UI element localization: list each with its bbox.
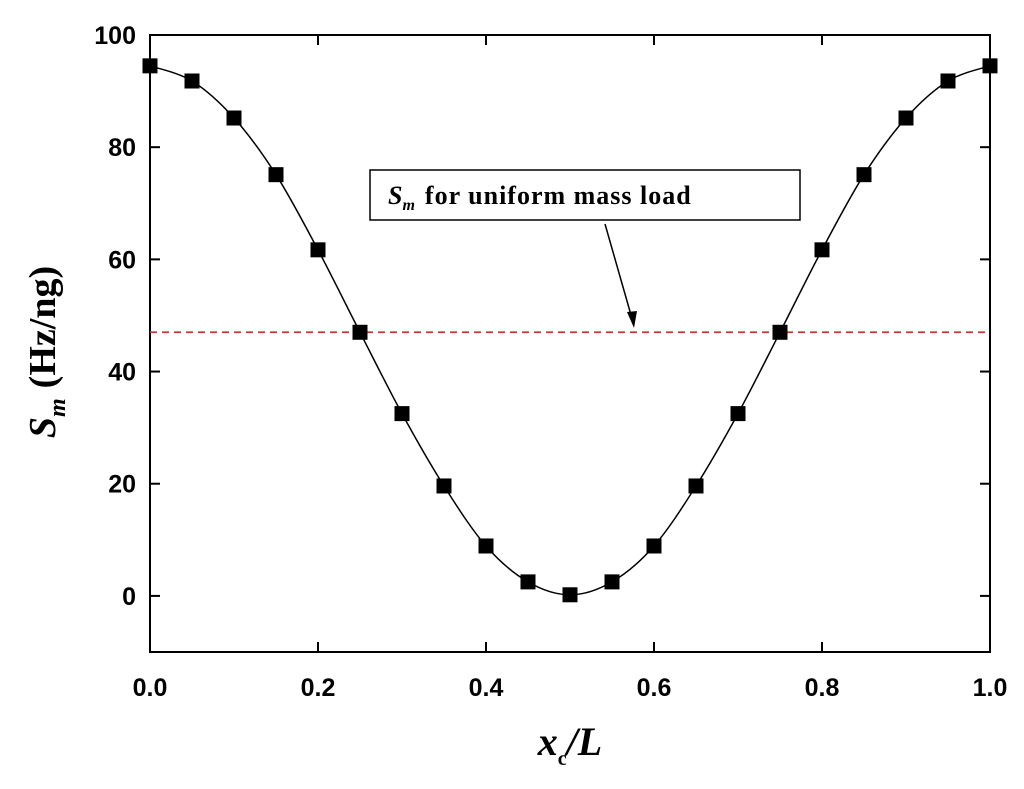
annotation-box <box>369 169 801 221</box>
data-point <box>688 478 704 494</box>
data-point <box>814 242 830 258</box>
data-line <box>149 65 991 596</box>
x-tick-label: 0.6 <box>637 674 672 702</box>
y-subscript: m <box>45 398 71 417</box>
data-point <box>562 587 578 603</box>
data-point <box>436 478 452 494</box>
data-point <box>226 110 242 126</box>
x-tick-label: 0.0 <box>133 674 168 702</box>
data-point <box>478 538 494 554</box>
data-point <box>856 167 872 183</box>
annotation-subscript: m <box>402 197 414 214</box>
data-point <box>898 110 914 126</box>
annotation-text: for uniform mass load <box>425 181 692 210</box>
annotation-symbol: S <box>388 181 402 210</box>
y-axis-title: Sm (Hz/ng) <box>22 266 71 438</box>
y-tick-label: 0 <box>122 583 136 611</box>
data-point <box>940 73 956 89</box>
y-tick-label: 60 <box>108 246 136 274</box>
x-symbol: x <box>537 719 558 764</box>
data-point <box>184 73 200 89</box>
y-tick-label: 80 <box>108 134 136 162</box>
data-point <box>772 324 788 340</box>
y-symbol: S <box>22 417 64 438</box>
annotation: Sm for uniform mass load <box>388 181 692 214</box>
y-tick-label: 40 <box>108 359 136 387</box>
data-point <box>520 574 536 590</box>
x-tick-label: 1.0 <box>973 674 1008 702</box>
x-subscript: c <box>558 748 567 770</box>
data-point <box>730 406 746 422</box>
plot-frame <box>149 34 991 653</box>
x-tick-label: 0.4 <box>469 674 504 702</box>
annotation-arrow <box>604 223 634 323</box>
data-point <box>142 58 158 74</box>
data-point <box>352 324 368 340</box>
y-tick-label: 100 <box>94 22 136 50</box>
x-text: /L <box>564 719 603 764</box>
y-text: (Hz/ng) <box>22 266 64 388</box>
data-point <box>646 538 662 554</box>
y-tick-label: 20 <box>108 471 136 499</box>
data-point <box>982 58 998 74</box>
data-point <box>268 167 284 183</box>
x-tick-label: 0.8 <box>805 674 840 702</box>
x-tick-label: 0.2 <box>301 674 336 702</box>
data-point <box>604 574 620 590</box>
arrow-head <box>627 311 637 328</box>
x-axis-title: xc/L <box>537 719 602 770</box>
data-point <box>394 406 410 422</box>
data-point <box>310 242 326 258</box>
